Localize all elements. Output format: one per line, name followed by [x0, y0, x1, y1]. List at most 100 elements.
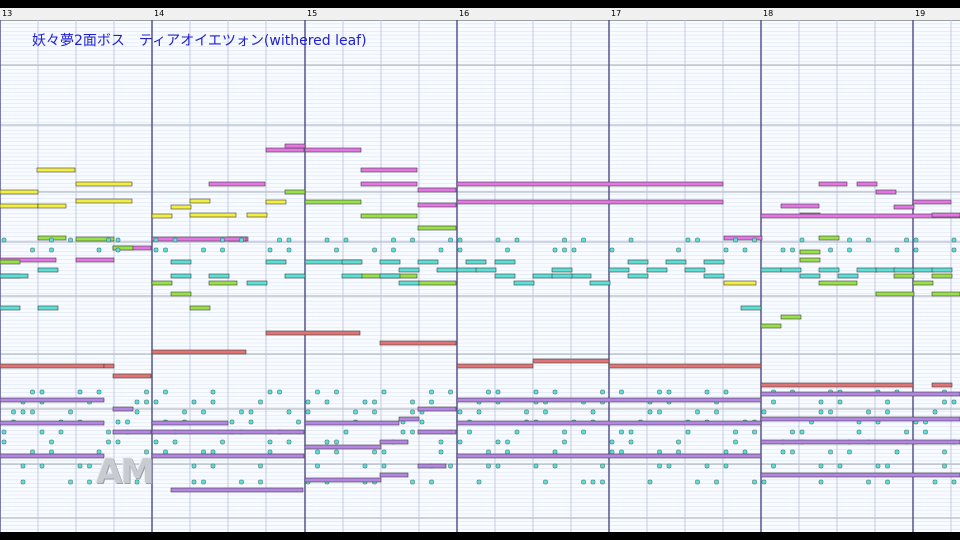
note-grid[interactable] — [0, 20, 960, 532]
short-note — [134, 399, 140, 405]
short-note — [552, 449, 558, 455]
short-note — [628, 439, 634, 445]
short-note — [856, 429, 862, 435]
short-note — [505, 449, 510, 455]
short-note — [381, 449, 387, 455]
note-cyan — [893, 267, 915, 273]
note-cyan — [684, 267, 706, 273]
short-note — [913, 247, 919, 253]
short-note — [438, 439, 444, 445]
short-note — [163, 389, 168, 395]
short-note — [619, 429, 624, 435]
short-note — [315, 449, 320, 455]
short-note — [847, 449, 852, 455]
short-note — [543, 479, 548, 485]
short-note — [115, 419, 121, 425]
short-note — [400, 429, 406, 435]
short-note — [885, 463, 890, 469]
note-pink — [417, 187, 457, 193]
note-red — [151, 349, 247, 355]
note-green — [170, 291, 192, 297]
short-note — [77, 389, 83, 395]
measure-number: 16 — [459, 9, 470, 18]
short-note — [144, 399, 149, 405]
short-note — [695, 237, 700, 243]
note-pink — [912, 199, 952, 205]
short-note — [771, 399, 776, 405]
note-cyan — [856, 267, 878, 273]
short-note — [410, 429, 415, 435]
note-yellow — [723, 280, 757, 286]
short-note — [932, 409, 938, 415]
short-note — [571, 247, 577, 253]
piano-roll-view[interactable]: 13 14 15 16 17 18 19 妖々夢2面ボス ティアオイエツォン(withere… — [0, 8, 960, 532]
short-note — [552, 463, 558, 469]
note-violet — [304, 420, 400, 426]
short-note — [381, 463, 387, 469]
short-note — [723, 449, 729, 455]
short-note — [904, 429, 909, 435]
note-cyan — [513, 280, 535, 286]
short-note — [391, 247, 396, 253]
note-violet — [760, 439, 960, 445]
short-note — [818, 409, 824, 415]
short-note — [714, 409, 719, 415]
note-red — [103, 363, 115, 369]
note-yellow — [75, 198, 133, 204]
short-note — [172, 439, 178, 445]
short-note — [410, 409, 415, 415]
short-note — [581, 479, 586, 485]
note-pink — [360, 181, 418, 187]
short-note — [153, 439, 159, 445]
note-cyan — [398, 280, 420, 286]
short-note — [448, 237, 453, 243]
note-cyan — [494, 259, 516, 265]
short-note — [220, 439, 225, 445]
short-note — [704, 389, 710, 395]
note-cyan — [931, 267, 953, 273]
measure-number: 14 — [154, 9, 165, 18]
note-violet — [304, 444, 382, 450]
short-note — [828, 409, 833, 415]
short-note — [315, 389, 320, 395]
short-note — [695, 479, 700, 485]
short-note — [676, 247, 681, 253]
short-note — [552, 247, 558, 253]
note-violet — [379, 472, 409, 478]
note-violet — [151, 453, 305, 459]
note-cyan — [0, 273, 29, 279]
short-note — [49, 449, 54, 455]
short-note — [676, 439, 681, 445]
short-note — [818, 463, 824, 469]
short-note — [704, 463, 710, 469]
short-note — [628, 237, 634, 243]
short-note — [239, 237, 244, 243]
short-note — [210, 463, 216, 469]
short-note — [153, 247, 159, 253]
short-note — [210, 399, 216, 405]
short-note — [609, 247, 615, 253]
note-violet — [760, 472, 960, 478]
note-cyan — [379, 259, 401, 265]
short-note — [476, 409, 482, 415]
short-note — [733, 439, 738, 445]
short-note — [942, 399, 947, 405]
short-note — [324, 399, 330, 405]
note-yellow — [0, 203, 39, 209]
note-red — [379, 340, 457, 346]
short-note — [533, 389, 539, 395]
note-cyan — [551, 273, 573, 279]
short-note — [733, 237, 738, 243]
note-green — [931, 273, 953, 279]
short-note — [39, 429, 45, 435]
short-note — [39, 389, 45, 395]
short-note — [837, 463, 843, 469]
short-note — [742, 449, 748, 455]
short-note — [837, 399, 843, 405]
short-note — [125, 419, 130, 425]
short-note — [267, 449, 273, 455]
short-note — [381, 389, 387, 395]
measure-ruler[interactable]: 13 14 15 16 17 18 19 — [0, 8, 960, 21]
short-note — [419, 419, 425, 425]
short-note — [182, 409, 187, 415]
